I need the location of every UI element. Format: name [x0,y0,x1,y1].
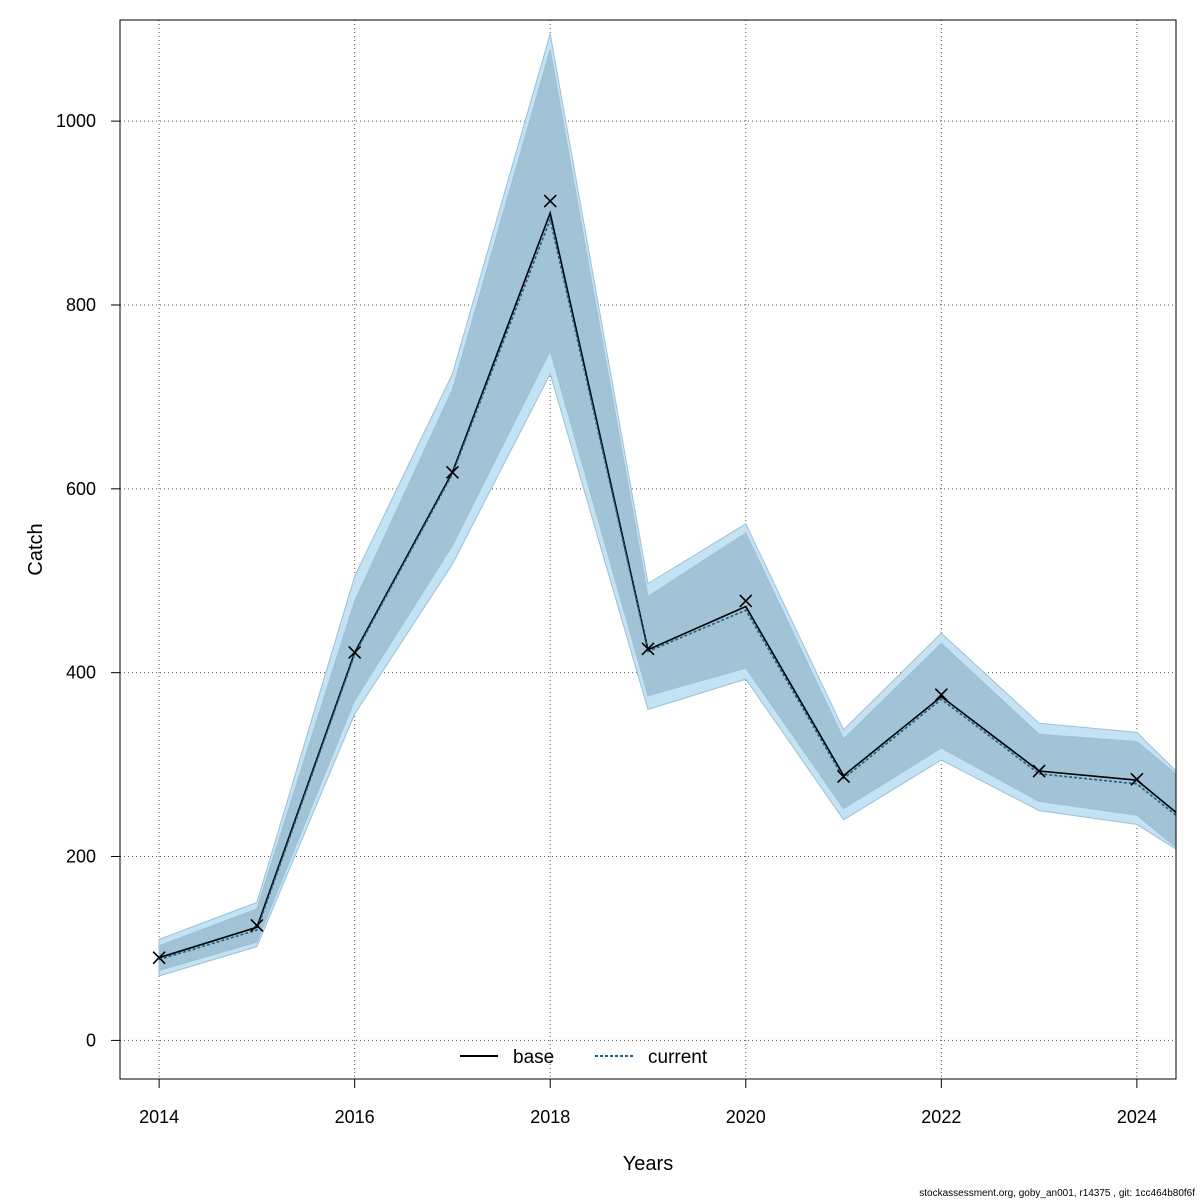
y-tick-label-3: 600 [66,479,96,499]
legend-label-current: current [648,1047,708,1068]
plot-frame [119,19,1177,1080]
x-tick-label-2: 2018 [530,1107,570,1127]
x-tick-label-1: 2016 [335,1107,375,1127]
x-axis: 2014 2016 2018 2020 2022 2024 [139,1078,1157,1127]
observed-point-0 [152,951,166,965]
x-tick-label-3: 2020 [726,1107,766,1127]
y-axis: 0 200 400 600 800 1000 [56,111,120,1050]
y-axis-title: Catch [25,523,47,575]
x-axis-title: Years [623,1153,673,1175]
band-current [158,33,1177,977]
observed-point-5 [641,642,655,656]
y-tick-label-4: 800 [66,295,96,315]
observed-point-10 [1130,772,1144,786]
y-tick-label-5: 1000 [56,111,96,131]
y-tick-label-2: 400 [66,663,96,683]
observed-point-9 [1032,764,1046,778]
y-tick-label-0: 0 [86,1030,96,1050]
observed-point-7 [836,769,851,784]
observed-point-2 [348,645,362,660]
grid-lines [120,20,1176,1079]
x-tick-label-5: 2024 [1117,1107,1157,1127]
band-base [158,49,1177,972]
series-lines [158,210,1177,961]
observed-markers [152,194,1144,965]
confidence-bands [158,33,1177,977]
observed-point-1 [250,918,264,933]
observed-point-4 [543,194,557,208]
observed-point-3 [445,465,460,479]
legend-item-base: base [460,1047,554,1068]
observed-point-6 [739,594,753,608]
observed-point-8 [934,688,948,702]
y-tick-label-1: 200 [66,847,96,867]
legend-label-base: base [513,1047,554,1068]
x-tick-label-0: 2014 [139,1107,179,1127]
x-tick-label-4: 2022 [921,1107,961,1127]
legend: base current [460,1047,708,1068]
legend-item-current: current [595,1047,708,1068]
footnote: stockassessment.org, goby_an001, r14375 … [919,1188,1195,1199]
line-current [158,216,1177,961]
